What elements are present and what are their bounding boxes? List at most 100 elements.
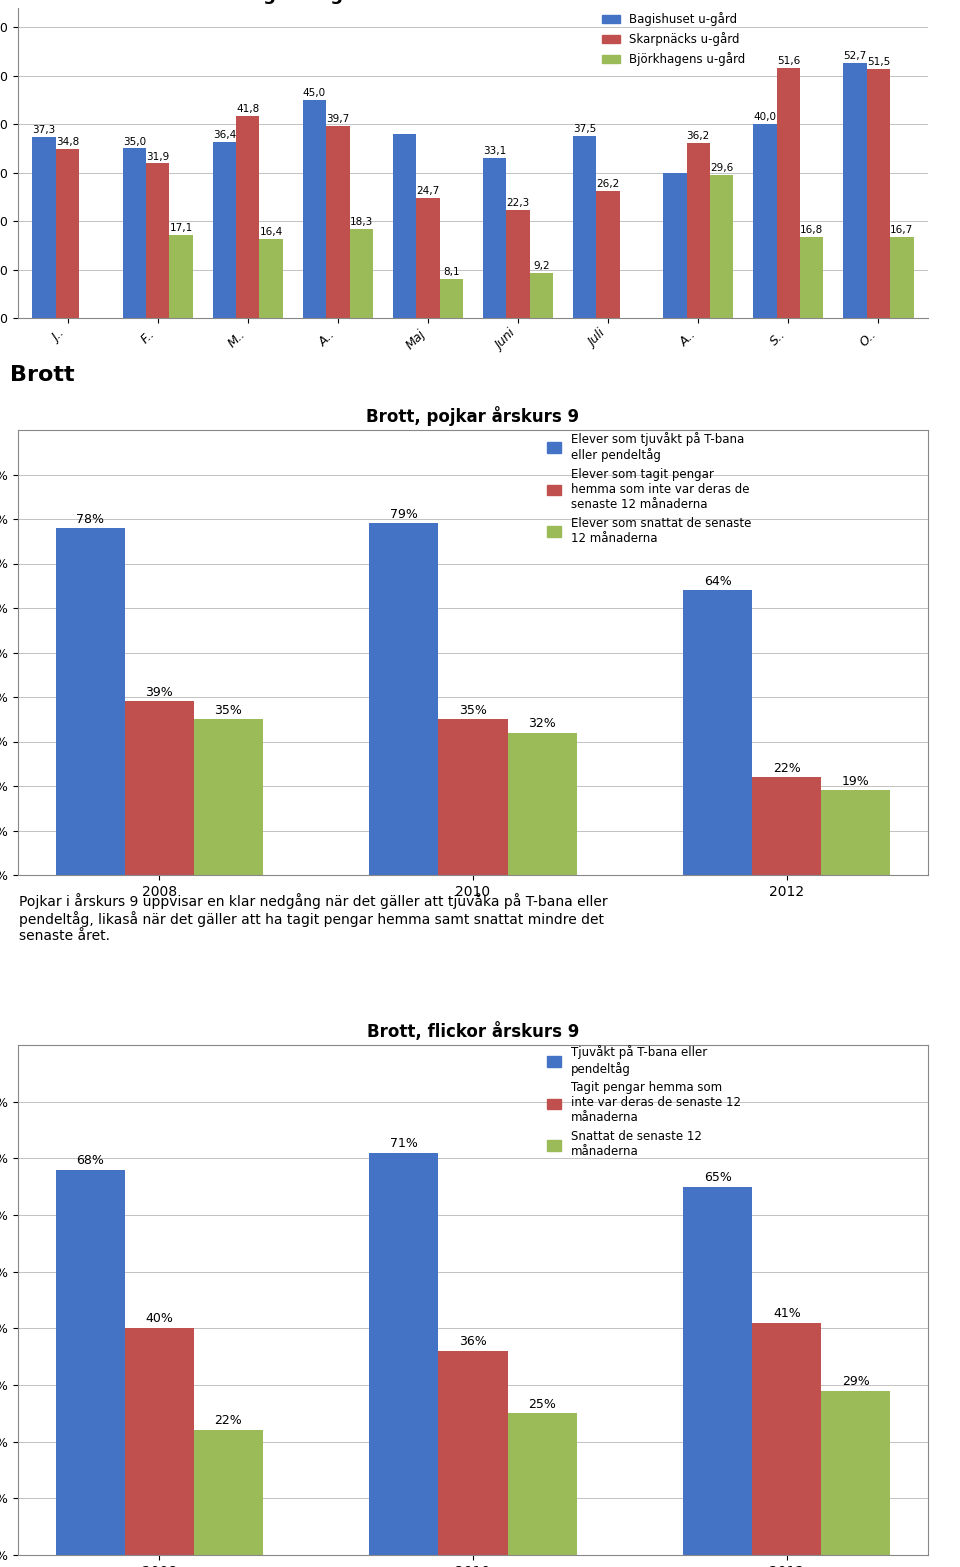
Title: Ungdomsgårdarnas besökfrekvens under 2012: Ungdomsgårdarnas besökfrekvens under 201… [236, 0, 709, 3]
Text: 78%: 78% [76, 512, 105, 525]
Bar [194, 719, 263, 874]
Legend: Elever som tjuvåkt på T-bana
eller pendeltåg, Elever som tagit pengar
hemma som : Elever som tjuvåkt på T-bana eller pende… [542, 426, 756, 550]
Bar [169, 235, 193, 318]
Bar [33, 138, 56, 318]
Text: 36,4: 36,4 [213, 130, 236, 139]
Bar [440, 279, 463, 318]
Text: 71%: 71% [390, 1136, 418, 1150]
Text: 22%: 22% [773, 762, 801, 774]
Text: 40%: 40% [145, 1313, 173, 1326]
Text: 8,1: 8,1 [444, 266, 460, 277]
Text: 41,8: 41,8 [236, 103, 259, 113]
Bar [506, 210, 530, 318]
Bar [56, 1169, 125, 1554]
Text: 16,8: 16,8 [800, 224, 824, 235]
Text: 39%: 39% [145, 686, 173, 699]
Bar [123, 149, 146, 318]
Bar [710, 174, 733, 318]
Text: pendeltåg, likaså när det gäller att ha tagit pengar hemma samt snattat mindre d: pendeltåg, likaså när det gäller att ha … [19, 910, 604, 928]
Bar [686, 143, 710, 318]
Text: 26,2: 26,2 [596, 179, 620, 190]
Text: 24,7: 24,7 [417, 186, 440, 196]
Text: 29,6: 29,6 [710, 163, 733, 172]
Text: 39,7: 39,7 [326, 114, 349, 124]
Text: Brott: Brott [10, 365, 74, 385]
Bar [843, 63, 867, 318]
Bar [326, 125, 349, 318]
Text: 22%: 22% [214, 1415, 242, 1428]
Bar [439, 1351, 508, 1554]
Bar [236, 116, 259, 318]
Text: 51,5: 51,5 [867, 56, 890, 67]
Bar [530, 273, 553, 318]
Bar [349, 229, 373, 318]
Bar [370, 1153, 439, 1554]
Text: 25%: 25% [528, 1398, 556, 1410]
Text: 40,0: 40,0 [754, 113, 777, 122]
Text: 37,3: 37,3 [33, 125, 56, 135]
Bar [753, 777, 822, 874]
Bar [753, 1323, 822, 1554]
Text: 45,0: 45,0 [302, 88, 326, 99]
Text: Pojkar i årskurs 9 uppvisar en klar nedgång när det gäller att tjuvåka på T-bana: Pojkar i årskurs 9 uppvisar en klar nedg… [19, 893, 608, 909]
Text: 34,8: 34,8 [56, 138, 79, 147]
Bar [212, 141, 236, 318]
Text: 29%: 29% [842, 1374, 870, 1388]
Text: 31,9: 31,9 [146, 152, 169, 161]
Text: 9,2: 9,2 [533, 262, 550, 271]
Bar [56, 149, 80, 318]
Bar [370, 523, 439, 874]
Text: 65%: 65% [704, 1171, 732, 1183]
Bar [800, 237, 824, 318]
Bar [439, 719, 508, 874]
Title: Brott, pojkar årskurs 9: Brott, pojkar årskurs 9 [367, 406, 580, 426]
Bar [777, 67, 800, 318]
Text: 37,5: 37,5 [573, 124, 596, 135]
Text: 32%: 32% [528, 718, 556, 730]
Legend: Bagishuset u-gård, Skarpnäcks u-gård, Björkhagens u-gård: Bagishuset u-gård, Skarpnäcks u-gård, Bj… [597, 8, 750, 71]
Text: senaste året.: senaste året. [19, 929, 110, 943]
Legend: Tjuvåkt på T-bana eller
pendeltåg, Tagit pengar hemma som
inte var deras de sena: Tjuvåkt på T-bana eller pendeltåg, Tagit… [542, 1040, 746, 1163]
Bar [393, 133, 417, 318]
Bar [56, 528, 125, 874]
Bar [573, 136, 596, 318]
Bar [259, 238, 283, 318]
Text: 64%: 64% [704, 575, 732, 588]
Text: 52,7: 52,7 [844, 50, 867, 61]
Bar [822, 1390, 890, 1554]
Text: 18,3: 18,3 [349, 218, 372, 227]
Text: 36,2: 36,2 [686, 130, 709, 141]
Text: 36%: 36% [459, 1335, 487, 1348]
Text: 35%: 35% [459, 704, 487, 718]
Bar [302, 100, 326, 318]
Bar [663, 172, 686, 318]
Text: 51,6: 51,6 [777, 56, 800, 66]
Text: 68%: 68% [76, 1153, 104, 1167]
Bar [508, 733, 577, 874]
Bar [596, 191, 620, 318]
Text: 35,0: 35,0 [123, 136, 146, 147]
Text: 16,4: 16,4 [259, 227, 283, 237]
Bar [867, 69, 890, 318]
Text: 41%: 41% [773, 1307, 801, 1319]
Bar [146, 163, 169, 318]
Text: 19%: 19% [842, 776, 870, 788]
Bar [194, 1431, 263, 1554]
Title: Brott, flickor årskurs 9: Brott, flickor årskurs 9 [367, 1022, 579, 1040]
Bar [754, 124, 777, 318]
Bar [483, 158, 506, 318]
Text: 22,3: 22,3 [507, 197, 530, 208]
Bar [890, 237, 914, 318]
Bar [684, 591, 753, 874]
Bar [822, 790, 890, 874]
Text: 16,7: 16,7 [890, 226, 914, 235]
Text: 79%: 79% [390, 508, 418, 522]
Bar [508, 1413, 577, 1554]
Text: 33,1: 33,1 [483, 146, 506, 155]
Bar [125, 1329, 194, 1554]
Bar [684, 1186, 753, 1554]
Bar [417, 199, 440, 318]
Text: 35%: 35% [214, 704, 242, 718]
Text: 17,1: 17,1 [170, 223, 193, 233]
Bar [125, 702, 194, 874]
